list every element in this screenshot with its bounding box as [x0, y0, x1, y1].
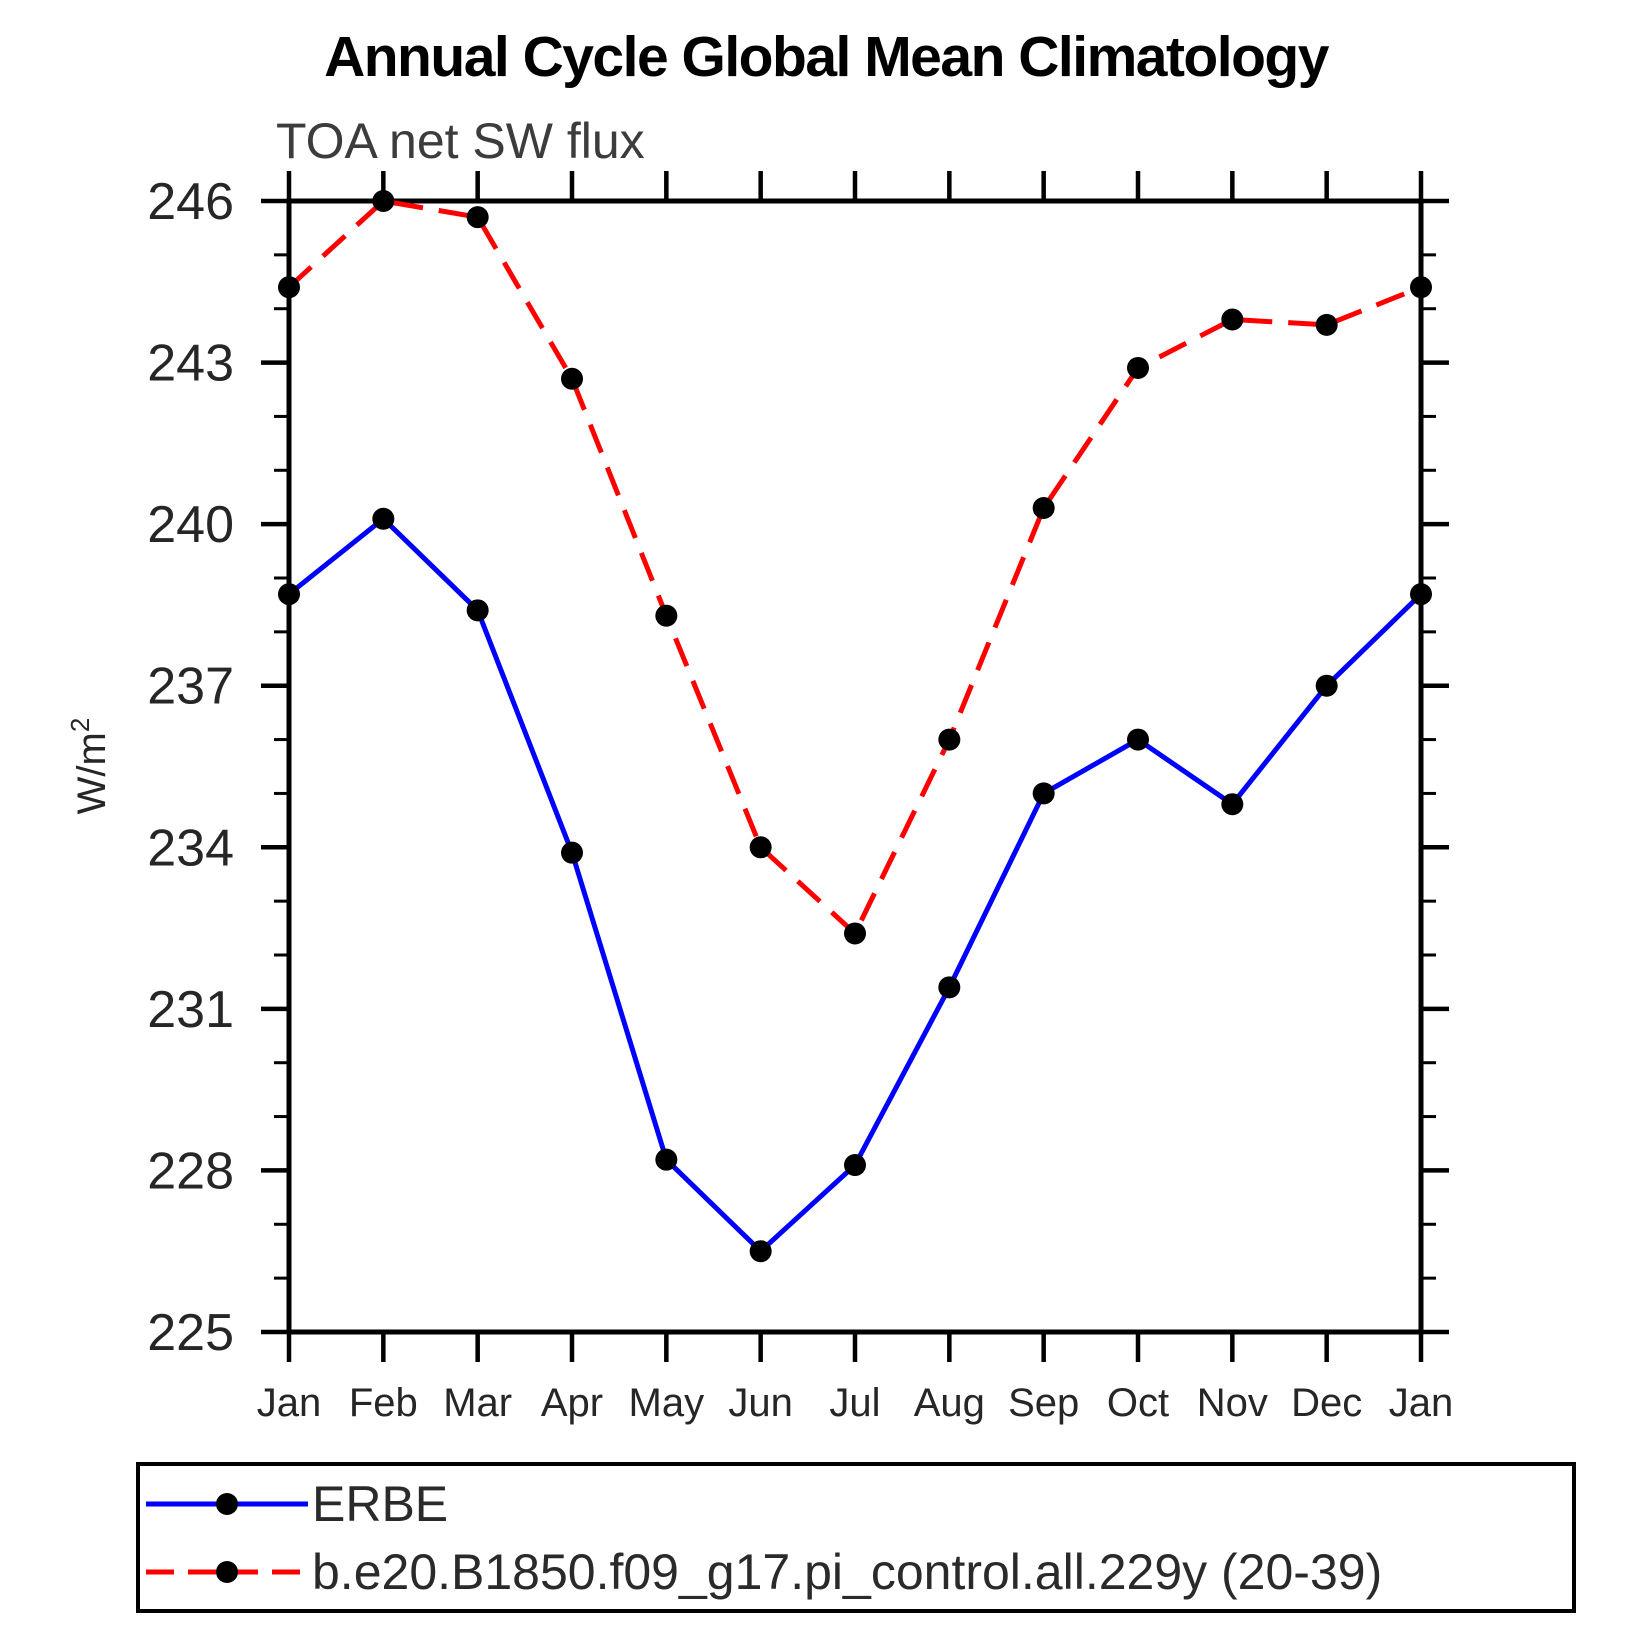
y-tick-label: 246	[147, 173, 234, 231]
data-point-marker	[1032, 496, 1055, 519]
data-point-marker	[1221, 308, 1244, 331]
chart-subtitle: TOA net SW flux	[276, 113, 645, 169]
plot-generated-content: Jan Feb Mar Apr May Jun Jul Aug Sep Oct Nov Dec Jan 2…	[147, 171, 1453, 1425]
data-point-marker	[749, 836, 772, 859]
legend-label-erbe: ERBE	[312, 1476, 449, 1532]
legend-box: ERBE b.e20.B1850.f09_g17.pi_control.all.…	[136, 1462, 1576, 1613]
data-point-marker	[1315, 674, 1338, 697]
data-point-marker	[466, 206, 489, 229]
data-point-marker	[1410, 583, 1432, 606]
data-point-marker	[844, 1154, 866, 1177]
data-point-marker	[1315, 313, 1338, 336]
series-line-1	[287, 198, 1422, 938]
chart-title: Annual Cycle Global Mean Climatology	[324, 25, 1329, 89]
y-axis-title: W/m2	[65, 718, 114, 815]
data-point-marker	[938, 976, 961, 999]
legend-entry-model: b.e20.B1850.f09_g17.pi_control.all.229y …	[140, 1542, 1382, 1602]
data-point-marker	[1127, 728, 1149, 751]
x-tick-label: Jan	[1389, 1381, 1454, 1425]
legend-marker-dot	[216, 1561, 238, 1583]
y-tick-label: 240	[147, 496, 234, 554]
series-line-0	[287, 515, 1423, 1255]
data-point-marker	[655, 1148, 678, 1171]
data-point-marker	[278, 276, 300, 299]
x-tick-label: Oct	[1107, 1381, 1169, 1425]
data-point-marker	[655, 604, 678, 627]
y-tick-label: 243	[147, 335, 234, 393]
data-point-marker	[1410, 276, 1432, 299]
x-tick-label: Jun	[728, 1381, 793, 1425]
legend-label-model: b.e20.B1850.f09_g17.pi_control.all.229y …	[312, 1544, 1383, 1600]
x-tick-label: Mar	[443, 1381, 512, 1425]
x-tick-label: Sep	[1008, 1381, 1079, 1425]
x-tick-label: Nov	[1197, 1381, 1268, 1425]
legend-entry-erbe: ERBE	[140, 1474, 448, 1534]
legend-marker-dot	[216, 1493, 238, 1515]
data-point-marker	[466, 599, 489, 622]
y-tick-label: 225	[147, 1304, 234, 1362]
y-axis-title-base: W/m	[70, 732, 114, 814]
data-point-marker	[561, 841, 583, 864]
y-tick-label: 237	[147, 658, 234, 716]
x-tick-label: May	[629, 1381, 705, 1425]
legend-sample-dashed	[146, 1561, 308, 1583]
y-tick-label: 231	[147, 981, 234, 1039]
y-tick-label: 234	[147, 819, 234, 877]
y-axis-title-exponent: 2	[65, 718, 95, 732]
x-tick-label: Apr	[541, 1381, 603, 1425]
data-point-marker	[278, 583, 300, 606]
data-point-marker	[938, 728, 961, 751]
data-point-marker	[1127, 356, 1149, 379]
data-point-marker	[844, 922, 866, 945]
x-tick-label: Jul	[829, 1381, 880, 1425]
data-point-marker	[372, 507, 395, 530]
x-tick-label: Jan	[257, 1381, 322, 1425]
data-point-marker	[561, 367, 583, 390]
data-point-marker	[1032, 782, 1055, 805]
x-tick-label: Aug	[914, 1381, 985, 1425]
data-point-marker	[372, 190, 395, 212]
data-point-marker	[749, 1240, 772, 1263]
data-point-marker	[1221, 793, 1244, 816]
x-tick-label: Feb	[349, 1381, 418, 1425]
y-tick-label: 228	[147, 1142, 234, 1200]
legend-sample-solid	[146, 1493, 308, 1515]
x-tick-label: Dec	[1291, 1381, 1362, 1425]
